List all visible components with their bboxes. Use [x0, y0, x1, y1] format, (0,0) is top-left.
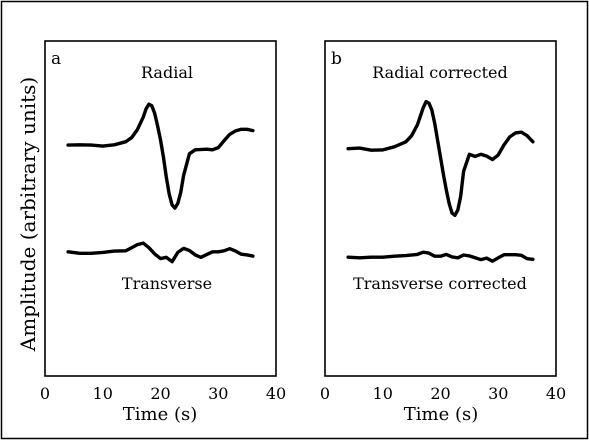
panel-b-label: b — [331, 49, 342, 69]
panel-a-series-labels: Radial Transverse — [122, 63, 212, 293]
panel-b-tick-label-2: 20 — [430, 384, 450, 403]
panel-a-tick-label-3: 30 — [208, 384, 228, 403]
panel-b: b Time (s) 0 10 20 30 40 Radial corrected Tra… — [320, 40, 566, 425]
panel-a-tick-label-0: 0 — [40, 384, 50, 403]
panel-b-radial-line — [346, 99, 535, 217]
panel-a-transverse-line — [66, 241, 255, 264]
panel-a: a Time (s) 0 10 20 30 40 Radial Transverse — [40, 40, 286, 425]
panel-b-series-labels: Radial corrected Transverse corrected — [353, 63, 527, 293]
panel-b-tick-label-4: 40 — [546, 384, 566, 403]
panel-a-radial-label: Radial — [141, 63, 193, 82]
panel-b-frame — [324, 40, 557, 377]
panel-a-frame — [44, 40, 277, 377]
panel-b-tick-label-0: 0 — [320, 384, 330, 403]
y-axis-label: Amplitude (arbitrary units) — [16, 77, 40, 352]
panel-b-tick-label-3: 30 — [488, 384, 508, 403]
panel-a-tick-label-2: 20 — [150, 384, 170, 403]
panel-b-tick-label-1: 10 — [373, 384, 393, 403]
panel-a-tick-labels: 0 10 20 30 40 — [40, 384, 286, 403]
panel-b-radial-label: Radial corrected — [372, 63, 508, 82]
panel-a-label: a — [51, 49, 61, 69]
panel-b-series — [346, 99, 535, 263]
panel-a-tick-label-4: 40 — [266, 384, 286, 403]
panel-a-tick-label-1: 10 — [93, 384, 113, 403]
panel-b-transverse-line — [346, 250, 535, 263]
panel-b-tick-labels: 0 10 20 30 40 — [320, 384, 566, 403]
panel-a-transverse-label: Transverse — [122, 274, 212, 293]
panel-a-series — [66, 102, 255, 264]
panel-b-x-axis-label: Time (s) — [404, 404, 479, 425]
panel-a-radial-line — [66, 102, 255, 210]
panel-a-x-axis-label: Time (s) — [123, 404, 198, 425]
panel-b-transverse-label: Transverse corrected — [353, 274, 527, 293]
